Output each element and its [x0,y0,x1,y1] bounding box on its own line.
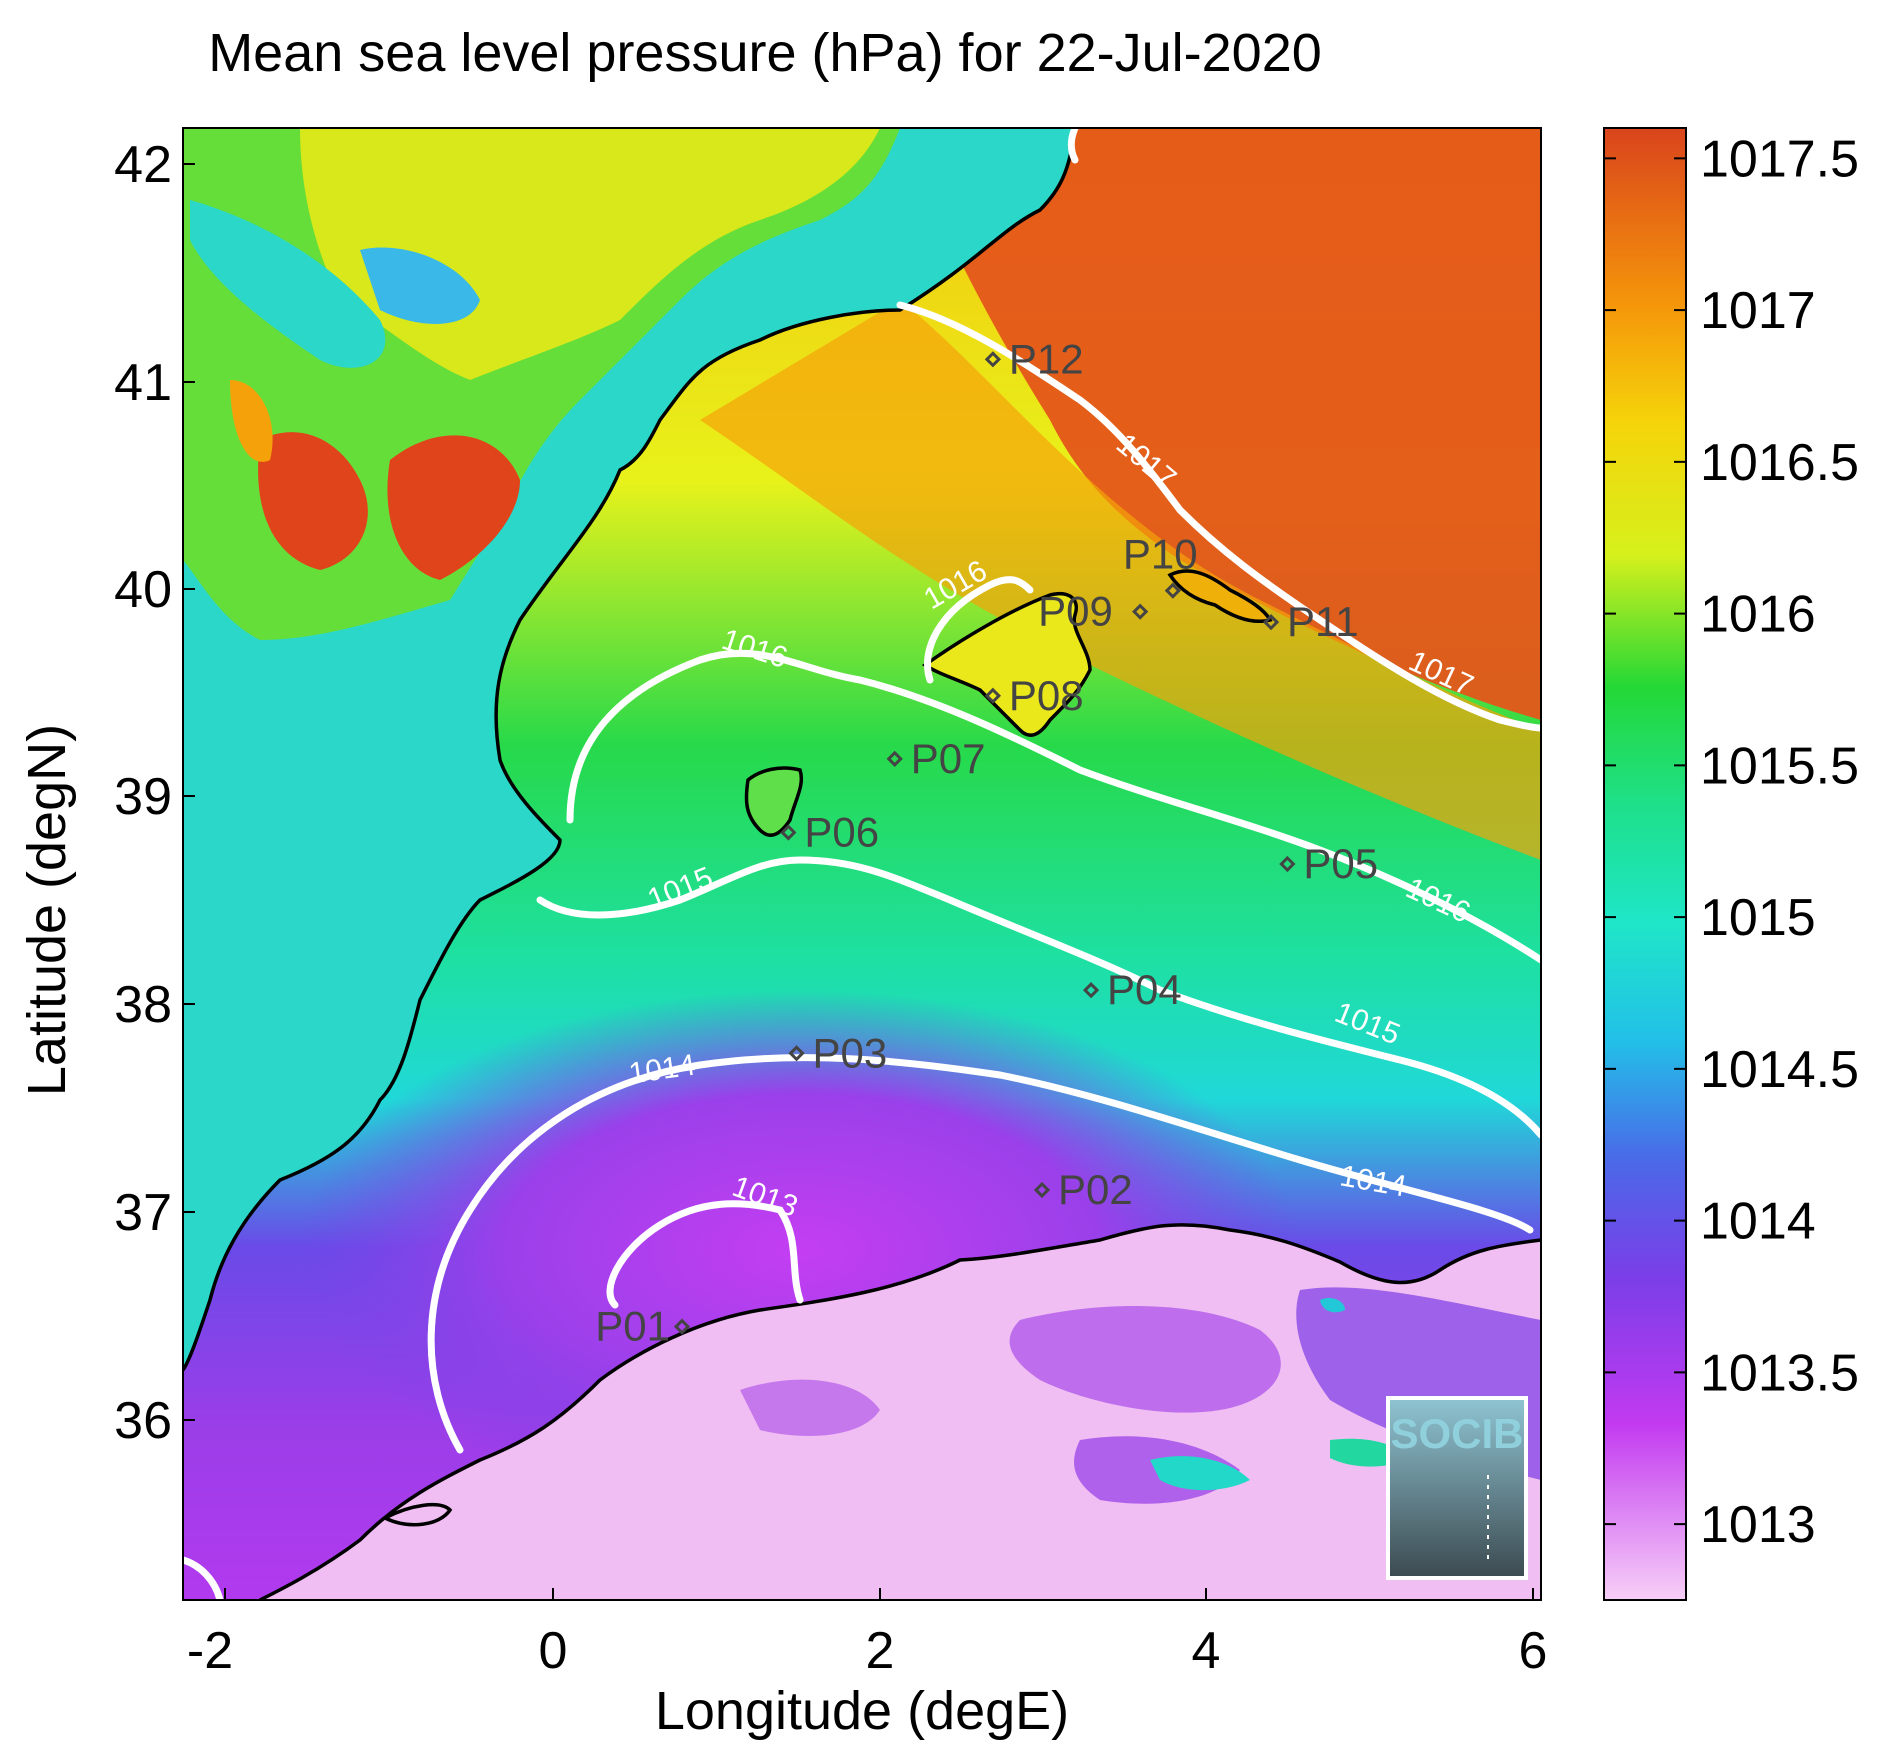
station-marker-p11 [1262,614,1280,631]
chart-title: Mean sea level pressure (hPa) for 22-Jul… [208,23,1322,83]
colorbar-tick-label: 1013 [1700,1496,1816,1554]
station-marker-p09 [1132,603,1149,620]
station-label-p05: P05 [1303,840,1378,887]
socib-logo: SOCIB [1386,1396,1528,1580]
isobars [183,128,1541,1600]
station-label-p09: P09 [1038,588,1113,635]
x-tick-label: 4 [1192,1622,1221,1680]
colorbar-tick-label: 1015.5 [1700,737,1859,795]
y-axis-label: Latitude (degN) [17,723,77,1097]
station-marker-p10 [1164,582,1181,599]
station-marker-p03 [788,1045,805,1062]
x-tick-label: 6 [1519,1622,1548,1680]
station-marker-p06 [780,824,797,841]
map-field [183,128,1541,1600]
x-axis-label: Longitude (degE) [654,1681,1070,1741]
station-marker-p08 [984,687,1002,704]
x-axis: -2 0 2 4 6 [187,1622,1548,1680]
y-tick-marks [183,163,195,1421]
colorbar-tick-label: 1017 [1700,282,1816,340]
station-marker-p04 [1082,982,1100,999]
station-label-p04: P04 [1107,966,1182,1013]
station-marker-p07 [886,750,903,767]
station-label-p11: P11 [1287,598,1359,645]
colorbar-tick-label: 1016 [1700,586,1816,644]
x-tick-label: 0 [539,1622,568,1680]
y-tick-label: 37 [114,1184,172,1242]
y-tick-label: 39 [114,768,172,826]
colorbar-tick-label: 1013.5 [1700,1344,1859,1402]
y-tick-label: 38 [114,976,172,1034]
station-label-p02: P02 [1058,1166,1133,1213]
station-marker-p05 [1279,855,1296,873]
station-label-p07: P07 [911,735,986,782]
station-label-p12: P12 [1009,335,1084,382]
plot-frame [182,127,1542,1601]
y-tick-label: 42 [114,136,172,194]
colorbar: 1013 1013.5 1014 1014.5 1015 1015.5 1016 1016.5… [1603,127,1859,1601]
station-label-p06: P06 [804,808,879,855]
colorbar-gradient [1603,127,1687,1601]
x-tick-label: 2 [866,1622,895,1680]
colorbar-tick-label: 1017.5 [1700,130,1859,188]
y-axis: 36 37 38 39 40 41 42 [114,136,172,1450]
station-label-p03: P03 [813,1029,888,1076]
station-label-p08: P08 [1009,672,1084,719]
colorbar-ticks: 1013 1013.5 1014 1014.5 1015 1015.5 1016 1016.5… [1604,130,1859,1554]
colorbar-tick-label: 1014.5 [1700,1041,1859,1099]
colorbar-tick-label: 1014 [1700,1193,1816,1251]
station-marker-p02 [1033,1181,1051,1199]
station-marker-p12 [984,351,1002,368]
station-label-p01: P01 [595,1303,670,1350]
x-tick-marks [224,1588,1534,1600]
logo-text: SOCIB [1390,1410,1523,1457]
y-tick-label: 41 [114,354,172,412]
x-tick-label: -2 [187,1622,233,1680]
colorbar-tick-label: 1015 [1700,889,1816,947]
station-marker-p01 [673,1318,691,1335]
y-tick-label: 40 [114,561,172,619]
station-label-p10: P10 [1123,531,1198,578]
y-tick-label: 36 [114,1392,172,1450]
colorbar-tick-label: 1016.5 [1700,434,1859,492]
